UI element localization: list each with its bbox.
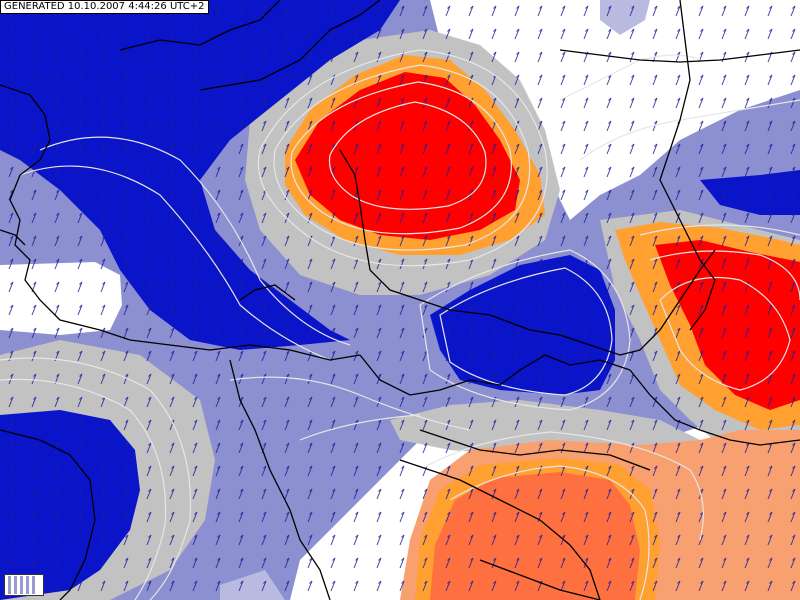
generated-timestamp: GENERATED 10.10.2007 4:44:26 UTC+2 [0,0,209,14]
contour-lines [0,49,800,600]
color-scale-legend-icon [4,574,44,596]
